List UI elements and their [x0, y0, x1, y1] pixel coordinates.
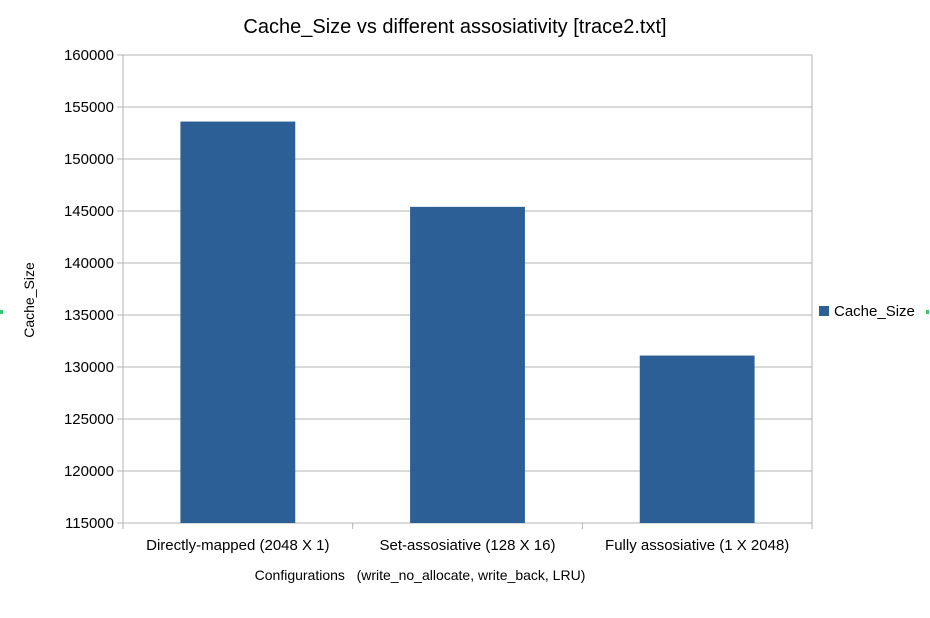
bar — [639, 355, 755, 523]
bars-layer — [180, 121, 755, 523]
y-axis-title: Cache_Size — [21, 262, 37, 338]
edge-marker-right — [926, 310, 929, 314]
y-tick-label: 135000 — [64, 307, 114, 324]
y-tick-label: 150000 — [64, 151, 114, 168]
x-axis-title: Configurations (write_no_allocate, write… — [255, 567, 586, 583]
edge-marker-left — [0, 310, 3, 314]
chart-title: Cache_Size vs different assosiativity [t… — [243, 16, 666, 38]
y-tick-label: 155000 — [64, 99, 114, 116]
labels-layer: 115000 120000 125000 130000 135000 140000 1450… — [64, 47, 789, 554]
x-tick-label: Directly-mapped (2048 X 1) — [146, 537, 329, 554]
legend-swatch — [819, 306, 829, 316]
y-tick-label: 160000 — [64, 47, 114, 64]
x-tick-label: Set-assosiative (128 X 16) — [380, 537, 556, 554]
axis-layer — [117, 54, 813, 529]
y-tick-label: 145000 — [64, 203, 114, 220]
y-tick-label: 120000 — [64, 463, 114, 480]
y-tick-label: 130000 — [64, 359, 114, 376]
y-tick-label: 125000 — [64, 411, 114, 428]
legend-label: Cache_Size — [834, 303, 915, 320]
bar — [410, 206, 525, 523]
legend: Cache_Size — [819, 303, 915, 320]
y-tick-label: 140000 — [64, 255, 114, 272]
bar — [180, 121, 296, 523]
y-tick-label: 115000 — [65, 515, 114, 532]
x-tick-label: Fully assosiative (1 X 2048) — [605, 537, 789, 554]
